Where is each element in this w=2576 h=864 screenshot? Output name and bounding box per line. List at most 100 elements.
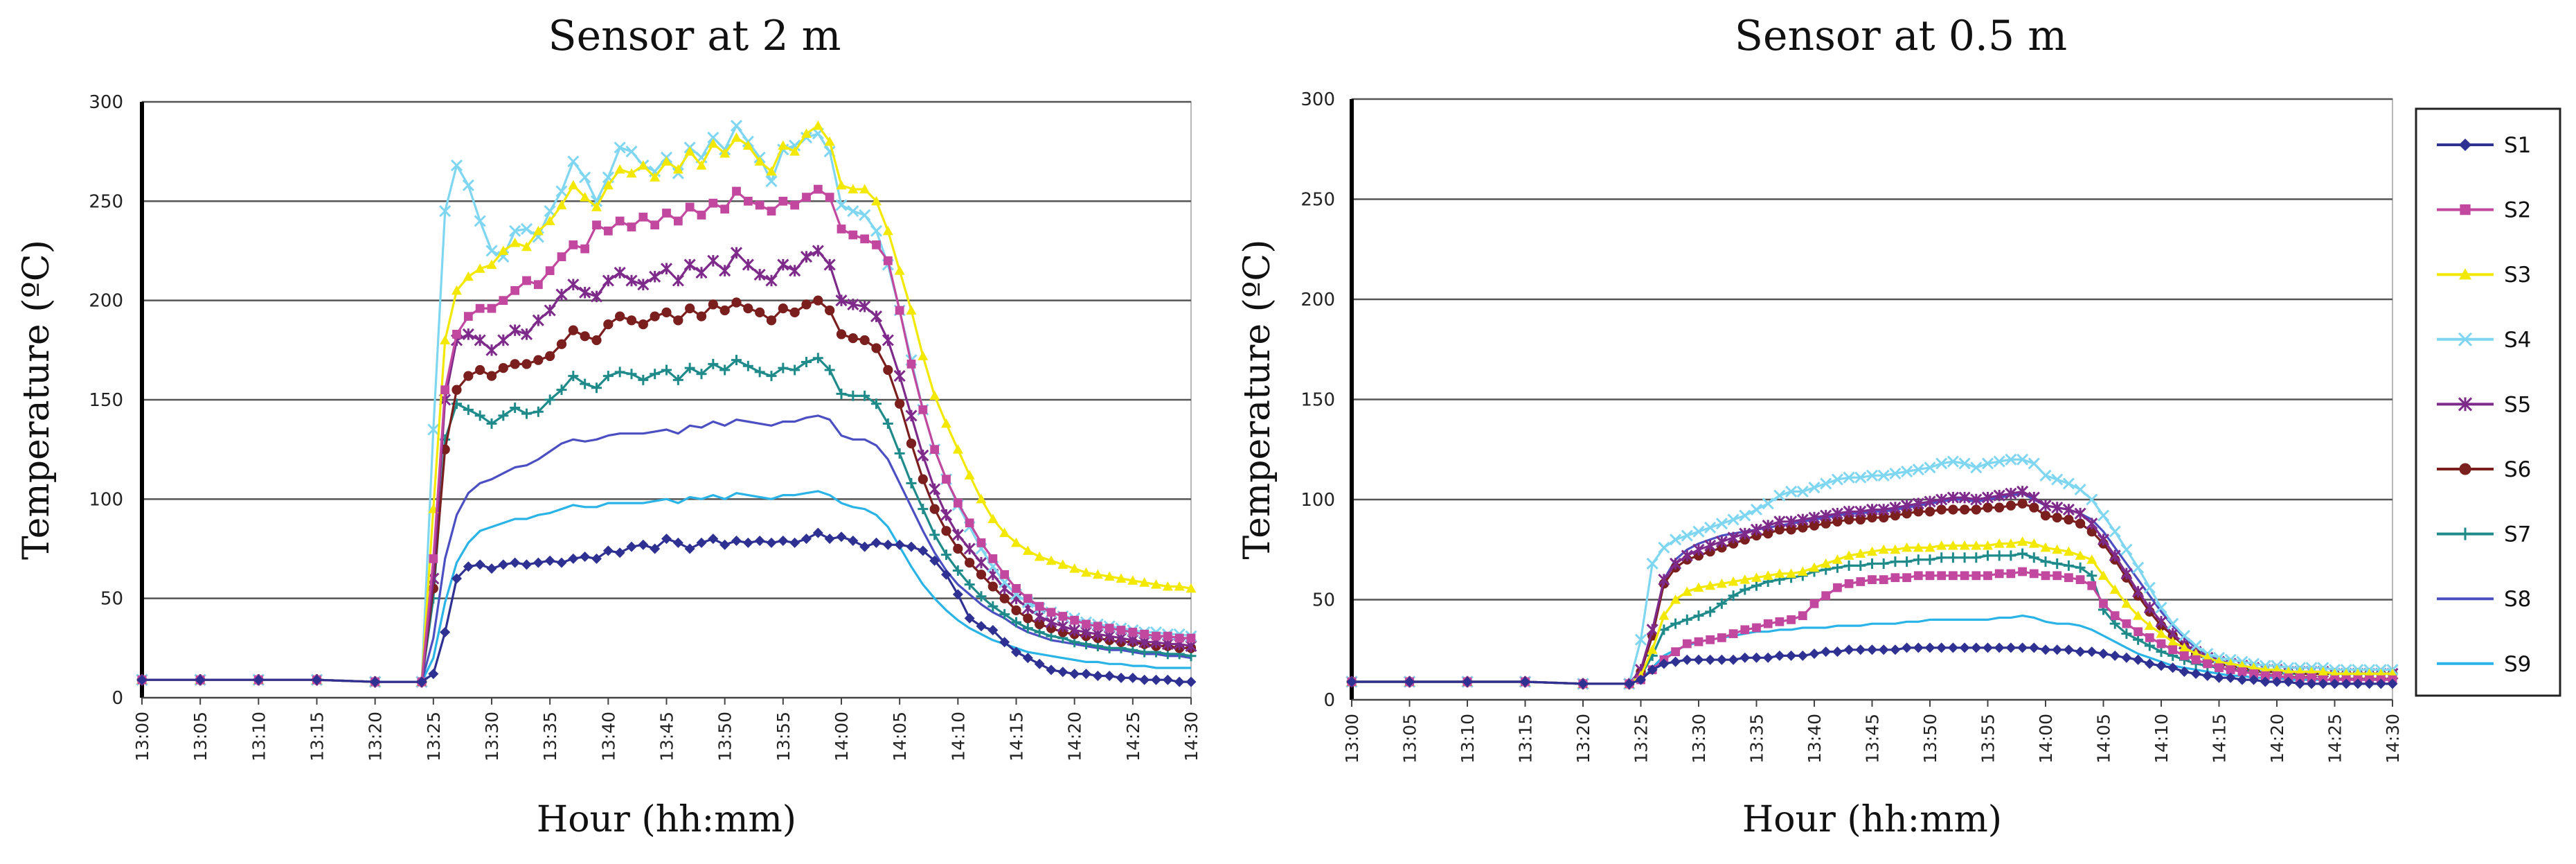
data-point bbox=[1981, 491, 1994, 504]
data-point bbox=[1162, 674, 1173, 685]
data-point bbox=[1935, 493, 1948, 506]
data-point bbox=[1346, 676, 1357, 687]
data-point bbox=[848, 536, 859, 547]
data-point bbox=[1890, 544, 1901, 554]
data-point bbox=[929, 555, 940, 566]
y-tick-label: 250 bbox=[1300, 190, 1335, 211]
data-point bbox=[999, 527, 1010, 538]
data-point bbox=[1682, 639, 1692, 649]
y-tick-label: 0 bbox=[1323, 690, 1335, 711]
data-point bbox=[1878, 558, 1889, 569]
data-point bbox=[2017, 536, 2028, 546]
data-point bbox=[510, 285, 520, 295]
data-point bbox=[626, 369, 637, 380]
data-point bbox=[1821, 591, 1831, 601]
data-point bbox=[1140, 629, 1150, 639]
data-point bbox=[1127, 575, 1138, 585]
data-point bbox=[987, 513, 999, 523]
data-point bbox=[533, 280, 543, 290]
data-point bbox=[1878, 644, 1889, 655]
data-point bbox=[1959, 552, 1970, 563]
series-s9 bbox=[142, 490, 1191, 683]
data-point bbox=[684, 543, 695, 554]
x-tick-label: 13:20 bbox=[1573, 714, 1593, 764]
data-point bbox=[1174, 581, 1185, 591]
data-point bbox=[2179, 667, 2190, 678]
data-point bbox=[2225, 672, 2236, 683]
data-point bbox=[1971, 504, 1981, 515]
x-tick-label: 13:55 bbox=[1978, 714, 1998, 764]
data-point bbox=[708, 299, 718, 310]
data-point bbox=[1890, 510, 1901, 521]
data-point bbox=[533, 225, 544, 236]
data-point bbox=[1993, 455, 2005, 468]
data-point bbox=[1577, 678, 1589, 689]
data-point bbox=[660, 263, 673, 275]
data-point bbox=[1843, 560, 1854, 571]
data-point bbox=[2063, 560, 2074, 571]
x-tick-label: 14:25 bbox=[1123, 712, 1143, 761]
data-point bbox=[499, 296, 508, 306]
data-point bbox=[824, 534, 835, 545]
data-point bbox=[1728, 629, 1738, 639]
data-point bbox=[2144, 620, 2155, 631]
data-point bbox=[1727, 513, 1739, 526]
data-point bbox=[2364, 678, 2375, 689]
data-point bbox=[1647, 664, 1658, 676]
data-point bbox=[719, 265, 731, 277]
data-point bbox=[720, 204, 730, 214]
data-point bbox=[1092, 569, 1103, 579]
data-point bbox=[2017, 498, 2028, 509]
data-point bbox=[2168, 645, 2178, 655]
data-point bbox=[2075, 575, 2085, 584]
data-point bbox=[941, 418, 951, 428]
data-point bbox=[2086, 493, 2098, 506]
data-point bbox=[544, 394, 555, 405]
data-point bbox=[2272, 671, 2282, 680]
data-point bbox=[835, 294, 848, 307]
data-point bbox=[2134, 627, 2143, 637]
legend-box bbox=[2415, 107, 2561, 697]
x-tick-label: 13:10 bbox=[1458, 714, 1478, 764]
data-point bbox=[555, 288, 568, 301]
data-point bbox=[883, 256, 893, 265]
legend-label: S4 bbox=[2504, 328, 2531, 353]
data-point bbox=[1924, 506, 1935, 517]
x-tick-label: 13:20 bbox=[366, 712, 386, 761]
data-point bbox=[602, 274, 614, 287]
data-point bbox=[1820, 477, 1832, 490]
data-point bbox=[2028, 538, 2039, 548]
legend-entry-s1: S1 bbox=[2437, 133, 2531, 158]
data-point bbox=[2375, 678, 2386, 689]
data-point bbox=[136, 674, 147, 685]
data-point bbox=[556, 339, 567, 349]
x-tick-labels: 13:00 13:05 13:10 13:15 13:20 13:25 13:30 13:35… bbox=[1342, 700, 2403, 764]
data-point bbox=[626, 315, 637, 326]
data-point bbox=[975, 556, 987, 569]
data-point bbox=[963, 543, 976, 555]
data-point bbox=[719, 539, 731, 550]
data-point bbox=[965, 518, 974, 528]
data-point bbox=[1658, 624, 1670, 635]
data-point bbox=[1867, 644, 1877, 655]
data-point bbox=[684, 146, 695, 156]
data-point bbox=[2283, 676, 2294, 687]
data-point bbox=[1706, 635, 1715, 644]
data-point bbox=[2087, 581, 2097, 590]
series-s7 bbox=[136, 353, 1197, 687]
data-point bbox=[463, 371, 474, 381]
data-point bbox=[871, 537, 882, 548]
data-point bbox=[485, 344, 498, 356]
data-point bbox=[1058, 612, 1068, 621]
x-tick-label: 13:45 bbox=[657, 712, 677, 761]
data-point bbox=[765, 274, 778, 287]
data-point bbox=[847, 205, 859, 218]
data-point bbox=[474, 263, 485, 273]
data-point bbox=[952, 444, 963, 454]
data-point bbox=[661, 534, 672, 545]
data-point bbox=[707, 132, 719, 144]
data-point bbox=[1011, 605, 1021, 615]
data-point bbox=[765, 175, 778, 188]
data-point bbox=[614, 547, 625, 558]
data-point bbox=[661, 307, 672, 317]
